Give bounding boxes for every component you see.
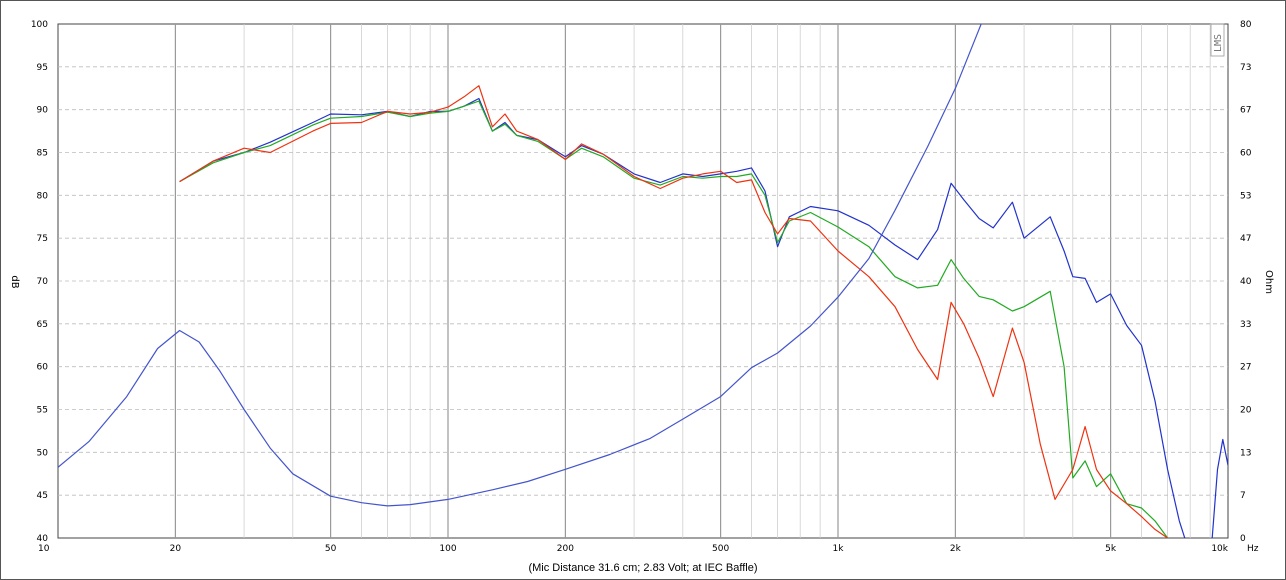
lms-logo: LMS [1210,23,1225,57]
y-tick-label: 75 [37,234,48,244]
svg-text:LMS: LMS [1213,34,1224,52]
x-tick-label: 20 [170,544,182,554]
y-tick-label: 50 [37,448,49,458]
y-tick-label: 45 [37,491,48,501]
y-tick-label: 55 [37,406,48,416]
y2-axis-label: Ohm [1263,270,1274,294]
x-tick-label: 50 [325,544,337,554]
y2-tick-label: 0 [1240,534,1246,544]
y-tick-label: 80 [37,191,49,201]
y2-tick-label: 13 [1240,448,1251,458]
y2-tick-label: 47 [1240,234,1251,244]
x-tick-label: 500 [712,544,729,554]
y2-tick-labels: 80 73 67 60 53 47 40 33 27 20 13 7 0 [1240,20,1252,544]
y2-tick-label: 67 [1240,106,1251,116]
y-tick-label: 90 [37,106,49,116]
y2-tick-label: 53 [1240,191,1251,201]
x-tick-label: 10 [38,544,50,554]
y-tick-label: 65 [37,320,48,330]
response-curve-2 [179,100,1169,538]
chart-caption: (Mic Distance 31.6 cm; 2.83 Volt; at IEC… [528,562,757,574]
impedance-curve [58,24,982,507]
response-curve-3 [179,85,1168,538]
y2-tick-label: 40 [1240,277,1252,287]
x-tick-label: 5k [1105,544,1117,554]
y-tick-label: 70 [37,277,49,287]
x-tick-labels: 10 20 50 100 200 500 1k 2k 5k 10k [38,544,1229,554]
y2-tick-label: 27 [1240,363,1251,373]
y-tick-label: 100 [31,20,48,30]
y-tick-label: 60 [37,363,49,373]
grid [58,24,1228,538]
y2-tick-label: 20 [1240,406,1252,416]
y-tick-labels: 100 95 90 85 80 75 70 65 60 55 50 45 40 [31,20,48,544]
y-tick-label: 85 [37,149,48,159]
x-tick-label: 2k [950,544,962,554]
y2-tick-label: 73 [1240,63,1251,73]
y-tick-label: 95 [37,63,48,73]
y2-tick-label: 80 [1240,20,1252,30]
x-tick-label: 1k [833,544,845,554]
y2-tick-label: 60 [1240,149,1252,159]
x-tick-label: 200 [557,544,574,554]
x-unit-label: Hz [1247,544,1259,554]
y-tick-label: 40 [37,534,49,544]
y-axis-label: dB [9,275,20,288]
y2-tick-label: 33 [1240,320,1251,330]
x-tick-label: 10k [1211,544,1228,554]
y2-tick-label: 7 [1240,491,1246,501]
curves [58,24,1228,538]
x-tick-label: 100 [439,544,456,554]
